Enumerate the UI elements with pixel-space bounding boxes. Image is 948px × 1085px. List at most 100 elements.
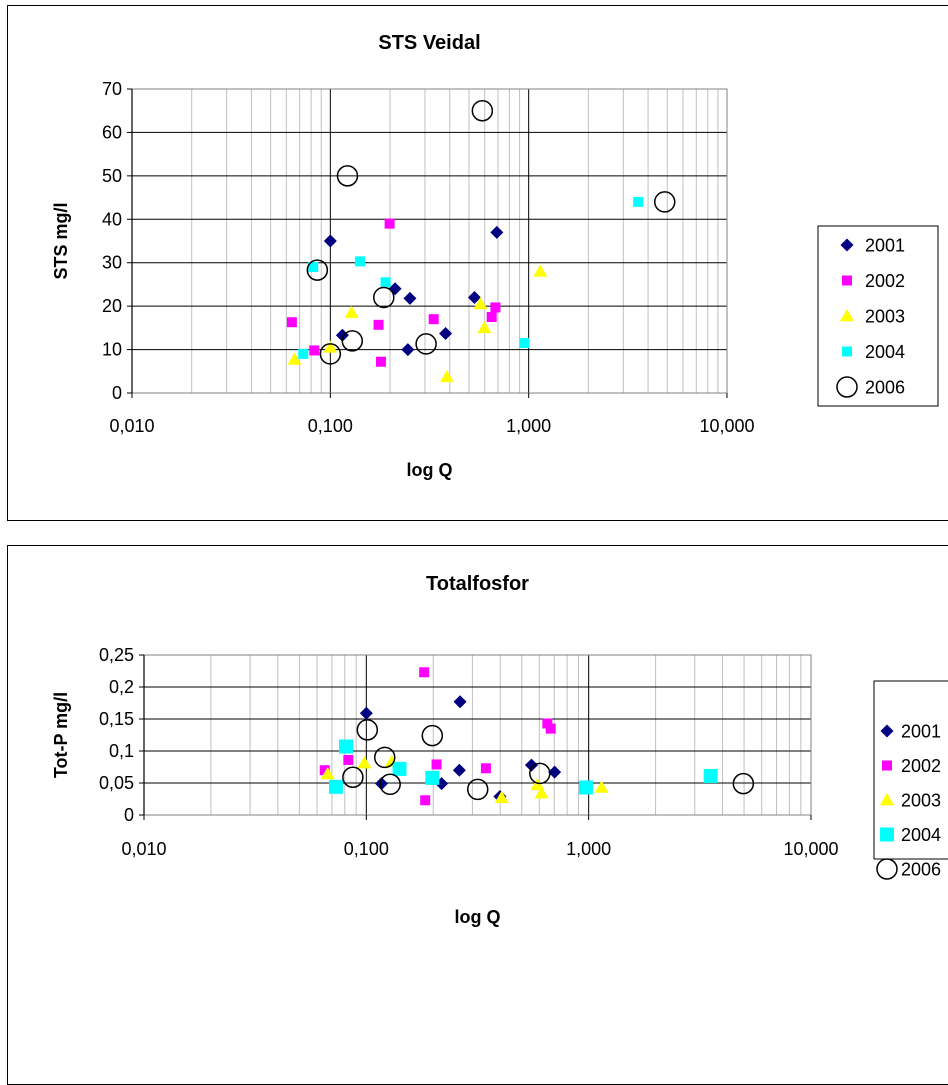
data-point-2004 <box>703 768 718 783</box>
series-2006 <box>306 99 676 365</box>
series-2006 <box>342 719 755 801</box>
data-point-2004 <box>328 779 343 794</box>
data-point-2003 <box>530 777 545 791</box>
data-point-2004 <box>519 338 530 349</box>
data-point-2001 <box>467 290 481 304</box>
y-tick-label: 0,25 <box>99 645 134 665</box>
x-tick-label: 10,000 <box>783 839 838 859</box>
x-axis-label: log Q <box>455 907 501 927</box>
data-point-2002 <box>419 667 430 678</box>
data-point-2003 <box>320 767 335 780</box>
legend-label-2001: 2001 <box>901 722 941 742</box>
y-tick-label: 0,15 <box>99 709 134 729</box>
data-point-2006 <box>421 724 444 747</box>
data-point-2001 <box>453 695 467 709</box>
data-point-2006 <box>379 773 401 796</box>
data-point-2004 <box>338 739 353 754</box>
legend-box <box>817 225 939 407</box>
legend-label-2002: 2002 <box>865 271 905 291</box>
legend-label-2004: 2004 <box>901 825 941 845</box>
data-point-2006 <box>319 343 342 365</box>
data-point-2003 <box>439 369 454 383</box>
data-point-2006 <box>529 762 551 785</box>
legend-marker-2006 <box>876 858 898 880</box>
data-point-2001 <box>374 777 388 791</box>
data-point-2001 <box>490 225 504 239</box>
data-point-2002 <box>490 302 501 313</box>
legend-sts: 2001 2002 2003 2004 2006 <box>817 225 939 407</box>
x-axis-label: log Q <box>407 460 453 480</box>
legend-marker-2004 <box>842 346 852 357</box>
data-point-2002 <box>286 317 297 328</box>
data-point-2003 <box>534 786 549 799</box>
y-tick-label: 0,05 <box>99 773 134 793</box>
x-tick-label: 0,100 <box>344 839 389 859</box>
data-point-2003 <box>594 780 609 793</box>
data-point-2003 <box>473 296 488 310</box>
data-point-2001 <box>335 328 349 342</box>
x-tick-label: 0,100 <box>308 416 353 436</box>
data-point-2003 <box>357 756 372 769</box>
data-point-2006 <box>342 766 364 788</box>
data-point-2006 <box>653 191 676 213</box>
data-point-2004 <box>633 196 644 207</box>
data-point-2006 <box>341 330 364 352</box>
series-2001 <box>323 225 504 357</box>
data-point-2004 <box>578 780 593 795</box>
chart-totp: 0 0,05 0,1 0,15 0,2 0,25 0,010 0,100 1,000 10,000… <box>51 573 948 927</box>
data-point-2002 <box>486 312 497 322</box>
legend-label-2006: 2006 <box>901 860 941 880</box>
y-axis-label: Tot-P mg/l <box>51 692 71 778</box>
legend-totp: 2001 2002 2003 2004 2006 <box>873 680 948 880</box>
chart-title: Totalfosfor <box>426 573 529 595</box>
legend-label-2006: 2006 <box>865 378 905 398</box>
data-point-2004 <box>308 262 319 273</box>
y-tick-label: 10 <box>102 340 122 360</box>
legend-marker-2002 <box>882 760 892 771</box>
legend-marker-2002 <box>842 275 852 286</box>
data-point-2002 <box>384 218 395 229</box>
data-point-2002 <box>431 759 442 770</box>
series-2003 <box>320 754 609 803</box>
x-tick-label: 1,000 <box>506 416 551 436</box>
y-tick-label: 0,1 <box>109 741 134 761</box>
data-point-2003 <box>323 340 338 353</box>
data-point-2002 <box>428 314 439 325</box>
chart-sts: 0 10 20 30 40 50 60 70 0,010 0,100 1,000 10,000 STS … <box>51 32 939 480</box>
data-point-2003 <box>533 264 548 277</box>
data-point-2006 <box>466 778 489 801</box>
series-2002 <box>286 218 501 367</box>
x-tick-label: 0,010 <box>109 416 154 436</box>
y-tick-label: 60 <box>102 122 122 142</box>
data-point-2006 <box>356 719 379 741</box>
legend-label-2001: 2001 <box>865 236 905 256</box>
plot-area-border <box>131 88 728 394</box>
gridlines-sts <box>131 88 728 394</box>
data-point-2003 <box>344 305 359 318</box>
data-point-2001 <box>401 343 415 357</box>
series-2004 <box>328 739 718 795</box>
data-point-2006 <box>471 99 494 122</box>
gridlines-totp <box>143 654 812 816</box>
y-tick-label: 0,2 <box>109 677 134 697</box>
y-axis-label: STS mg/l <box>51 202 71 279</box>
data-point-2002 <box>420 795 431 806</box>
data-point-2001 <box>323 234 337 248</box>
legend-label-2002: 2002 <box>901 756 941 776</box>
chart-title: STS Veidal <box>378 32 480 54</box>
data-point-2003 <box>477 320 492 334</box>
data-point-2001 <box>548 765 562 779</box>
data-point-2002 <box>542 718 553 729</box>
series-2003 <box>287 264 548 383</box>
data-point-2004 <box>392 761 407 776</box>
data-point-2006 <box>415 333 437 355</box>
y-tick-label: 20 <box>102 296 122 316</box>
data-point-2001 <box>524 758 538 772</box>
legend-marker-2006 <box>836 376 858 398</box>
x-tick-label: 10,000 <box>699 416 754 436</box>
y-tick-label: 70 <box>102 79 122 99</box>
y-tick-label: 30 <box>102 253 122 273</box>
data-point-2004 <box>380 277 391 288</box>
x-tick-label: 1,000 <box>566 839 611 859</box>
